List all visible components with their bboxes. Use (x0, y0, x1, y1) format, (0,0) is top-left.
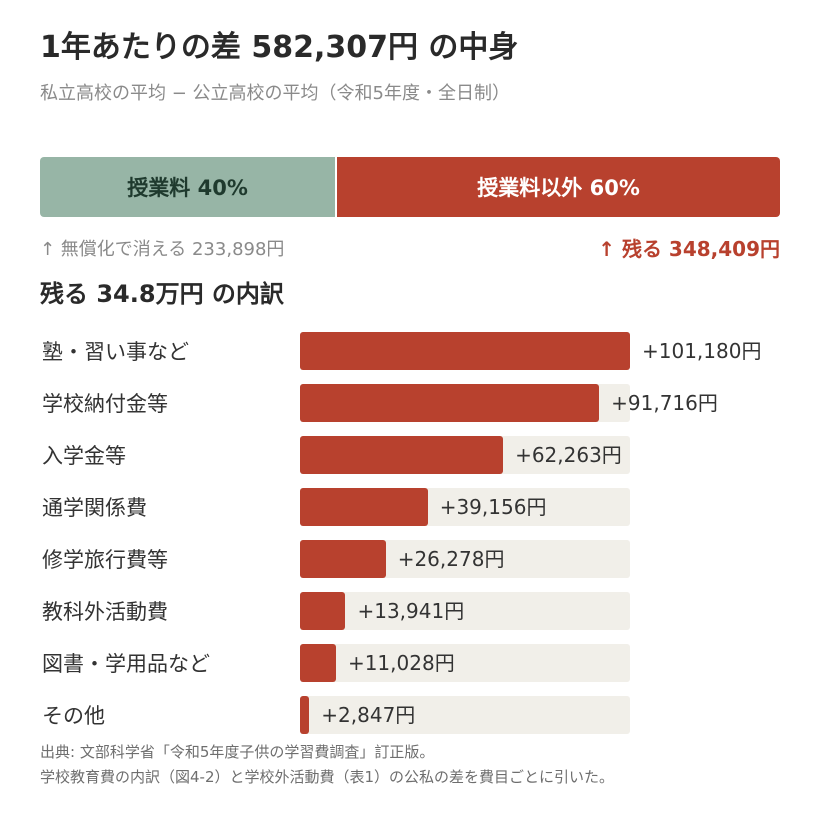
value-label: +39,156円 (439, 495, 547, 519)
remaining-amount-note: ↑ 残る 348,409円 (598, 237, 780, 261)
bar (300, 540, 386, 578)
value-label: +13,941円 (357, 599, 465, 623)
category-label: 学校納付金等 (42, 392, 168, 416)
other-segment-label: 授業料以外 60% (477, 176, 640, 200)
value-label: +101,180円 (642, 339, 762, 363)
value-label: +11,028円 (347, 651, 455, 675)
bar (300, 384, 600, 422)
bar-track (300, 696, 630, 734)
category-label: 塾・習い事など (42, 340, 189, 364)
category-label: その他 (42, 704, 105, 728)
other-segment: 授業料以外 60% (337, 157, 780, 217)
bar-track (300, 644, 630, 682)
bar (300, 332, 630, 370)
bar (300, 488, 428, 526)
bar (300, 592, 346, 630)
bar (300, 644, 336, 682)
value-label: +26,278円 (397, 547, 505, 571)
tuition-segment-label: 授業料 40% (127, 176, 248, 200)
category-label: 修学旅行費等 (42, 548, 168, 572)
source-line-1: 出典: 文部科学省「令和5年度子供の学習費調査」訂正版。 (40, 743, 435, 761)
page-title: 1年あたりの差 582,307円 の中身 (40, 30, 519, 65)
page-subtitle: 私立高校の平均 − 公立高校の平均（令和5年度・全日制） (40, 83, 510, 104)
bar (300, 696, 310, 734)
tuition-segment: 授業料 40% (40, 157, 336, 217)
breakdown-title: 残る 34.8万円 の内訳 (40, 280, 284, 308)
bar-track (300, 592, 630, 630)
bar (300, 436, 504, 474)
category-label: 通学関係費 (42, 496, 147, 520)
source-note: 出典: 文部科学省「令和5年度子供の学習費調査」訂正版。 学校教育費の内訳（図4… (40, 740, 614, 790)
category-label: 入学金等 (42, 444, 126, 468)
value-label: +2,847円 (321, 703, 416, 727)
value-label: +91,716円 (611, 391, 718, 415)
source-line-2: 学校教育費の内訳（図4-2）と学校外活動費（表1）の公私の差を費目ごとに引いた。 (40, 768, 615, 786)
tuition-split-bar: 授業料 40% 授業料以外 60% (40, 157, 780, 217)
category-label: 教科外活動費 (42, 600, 168, 624)
value-label: +62,263円 (515, 443, 622, 467)
removed-by-free-tuition-note: ↑ 無償化で消える 233,898円 (40, 239, 285, 260)
segment-divider (335, 157, 338, 217)
category-label: 図書・学用品など (42, 652, 210, 676)
